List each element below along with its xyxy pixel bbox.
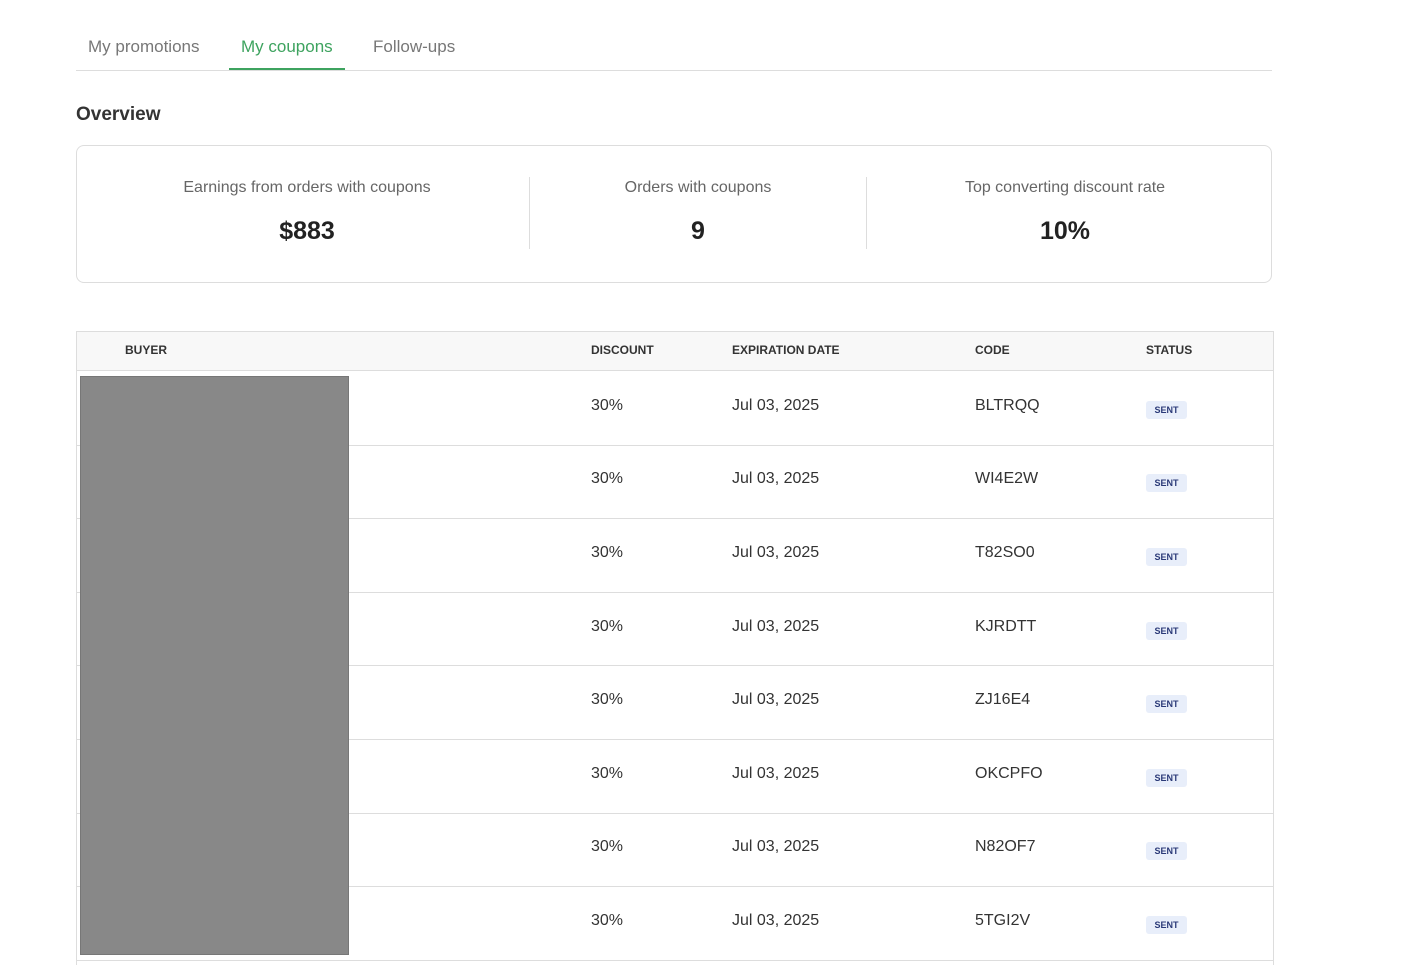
status-badge: SENT [1146,400,1187,419]
table-header [77,332,1273,371]
coupon-code: T82SO0 [975,544,1035,561]
redacted-buyer [80,376,349,955]
discount: 30% [591,617,624,635]
discount: 30% [591,838,624,856]
discount: 30% [591,470,624,488]
tab[interactable]: My promotions [88,37,200,56]
row-divider [76,665,1273,667]
overview-card [76,145,1272,283]
tabs-divider [76,70,1272,71]
stat-divider [529,177,530,249]
stat-value: $883 [279,217,335,245]
row-divider [76,591,1273,593]
status-badge: SENT [1146,842,1187,861]
stat-label: Top converting discount rate [964,179,1166,196]
row-divider [76,739,1273,740]
expiration-date: Jul 03, 2025 [732,396,820,414]
discount: 30% [591,691,624,709]
coupon-code: BLTRQQ [975,396,1040,414]
column-header: EXPIRATION DATE [732,343,840,357]
tab[interactable]: My coupons [229,36,345,70]
discount: 30% [591,912,624,929]
stat-divider [866,177,867,249]
column-header: BUYER [125,343,168,357]
expiration-date: Jul 03, 2025 [732,691,820,709]
discount: 30% [591,764,624,782]
discount: 30% [591,544,624,561]
expiration-date: Jul 03, 2025 [732,617,820,635]
stat-label: Earnings from orders with coupons [183,179,431,196]
coupon-code: OKCPFO [975,764,1043,782]
row-divider [76,886,1273,888]
row-divider [76,812,1273,814]
discount: 30% [591,396,624,414]
overview-title: Overview [76,104,161,125]
stat-label: Orders with coupons [624,179,772,196]
stat-value: 9 [691,217,705,245]
coupon-code: N82OF7 [975,838,1036,856]
column-header: CODE [975,343,1010,357]
row-divider [76,518,1273,520]
coupon-code: KJRDTT [975,617,1037,635]
status-badge: SENT [1146,474,1187,493]
table [76,331,1274,965]
coupon-code: 5TGI2V [975,912,1031,929]
status-badge: SENT [1146,621,1187,640]
row-divider [76,444,1273,446]
expiration-date: Jul 03, 2025 [732,470,820,488]
status-badge: SENT [1146,768,1187,787]
status-badge: SENT [1146,548,1187,566]
expiration-date: Jul 03, 2025 [732,838,820,856]
stat-value: 10% [1039,217,1091,245]
expiration-date: Jul 03, 2025 [732,912,820,929]
expiration-date: Jul 03, 2025 [732,764,820,782]
column-header: DISCOUNT [591,343,654,357]
expiration-date: Jul 03, 2025 [732,544,820,561]
status-badge: SENT [1146,916,1187,934]
column-header: STATUS [1146,343,1193,357]
status-badge: SENT [1146,695,1187,714]
coupon-code: ZJ16E4 [975,691,1031,709]
tab[interactable]: Follow-ups [373,37,456,56]
coupon-code: WI4E2W [975,470,1039,488]
row-divider [76,959,1273,961]
